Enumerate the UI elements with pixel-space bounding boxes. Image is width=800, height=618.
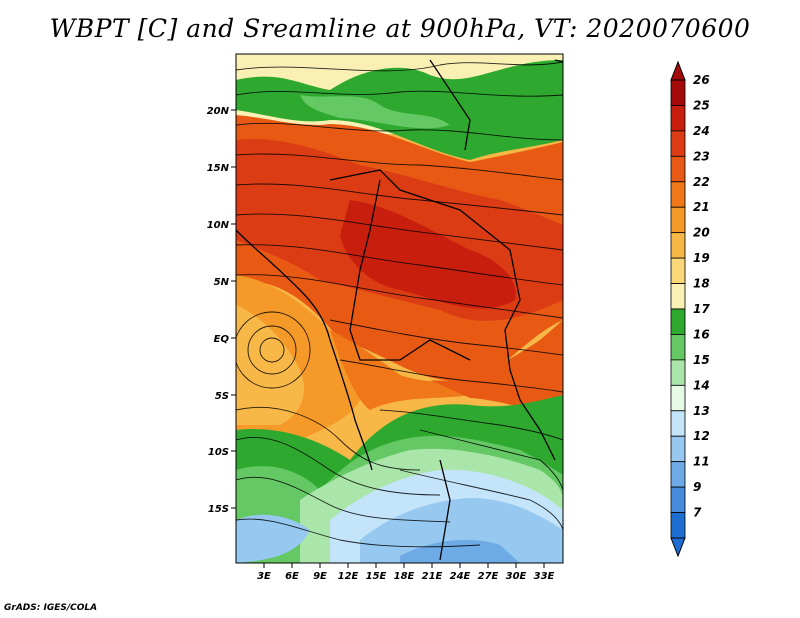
grads-credit: GrADS: IGES/COLA <box>4 603 97 613</box>
lon-label: 27E <box>478 571 499 582</box>
colorbar-label: 23 <box>693 149 710 163</box>
lon-label: 24E <box>450 571 471 582</box>
colorbar-label: 16 <box>693 327 710 341</box>
colorbar-swatch <box>671 360 685 385</box>
colorbar-label: 21 <box>693 200 710 214</box>
colorbar-swatch <box>671 513 685 538</box>
colorbar-label: 26 <box>693 73 710 87</box>
colorbar-swatch <box>671 309 685 334</box>
colorbar-swatch <box>671 207 685 232</box>
colorbar-swatch <box>671 233 685 258</box>
colorbar-label: 9 <box>693 480 701 494</box>
colorbar-label: 14 <box>693 378 710 392</box>
lon-label: 21E <box>422 571 443 582</box>
colorbar-label: 11 <box>693 455 710 469</box>
lon-label: 12E <box>338 571 359 582</box>
colorbar-swatch <box>671 462 685 487</box>
colorbar-label: 17 <box>693 302 710 316</box>
colorbar-swatch <box>671 436 685 461</box>
lat-label: 5S <box>215 391 229 402</box>
lon-label: 33E <box>534 571 555 582</box>
colorbar-swatch <box>671 156 685 181</box>
colorbar-swatch <box>671 411 685 436</box>
colorbar-label: 12 <box>693 429 710 443</box>
colorbar-swatch <box>671 258 685 283</box>
colorbar-label: 15 <box>693 353 710 367</box>
lat-label: 10S <box>208 447 229 458</box>
colorbar-min-arrow <box>671 538 685 556</box>
lat-label: 10N <box>207 220 230 231</box>
colorbar-label: 18 <box>693 277 710 291</box>
longitude-axis: 3E 6E 9E 12E 15E 18E 21E 24E 27E 30E 33E <box>257 563 554 582</box>
colorbar: 26 25 24 23 22 21 20 19 18 17 16 15 14 13 12 11 9 7 <box>671 62 710 556</box>
lon-label: 15E <box>366 571 387 582</box>
colorbar-swatch <box>671 487 685 512</box>
colorbar-swatch <box>671 80 685 105</box>
colorbar-label: 7 <box>693 506 702 520</box>
colorbar-label: 19 <box>693 251 710 265</box>
colorbar-label: 24 <box>693 124 710 138</box>
colorbar-max-arrow <box>671 62 685 80</box>
colorbar-label: 13 <box>693 404 710 418</box>
wbpt-field <box>234 54 563 563</box>
lat-label: 20N <box>207 106 230 117</box>
colorbar-label: 22 <box>693 175 710 189</box>
colorbar-label: 25 <box>693 98 710 112</box>
colorbar-swatch <box>671 334 685 359</box>
colorbar-swatch <box>671 385 685 410</box>
lon-label: 6E <box>285 571 299 582</box>
lon-label: 30E <box>506 571 527 582</box>
lon-label: 9E <box>313 571 327 582</box>
lat-label: EQ <box>214 334 230 345</box>
lon-label: 3E <box>257 571 271 582</box>
lat-label: 15S <box>208 504 229 515</box>
colorbar-swatch <box>671 284 685 309</box>
lat-label: 5N <box>214 277 230 288</box>
colorbar-swatch <box>671 182 685 207</box>
colorbar-swatch <box>671 105 685 130</box>
colorbar-swatch <box>671 131 685 156</box>
colorbar-label: 20 <box>693 226 710 240</box>
lon-label: 18E <box>394 571 415 582</box>
lat-label: 15N <box>207 163 230 174</box>
latitude-axis: 20N 15N 10N 5N EQ 5S 10S 15S <box>207 106 236 515</box>
